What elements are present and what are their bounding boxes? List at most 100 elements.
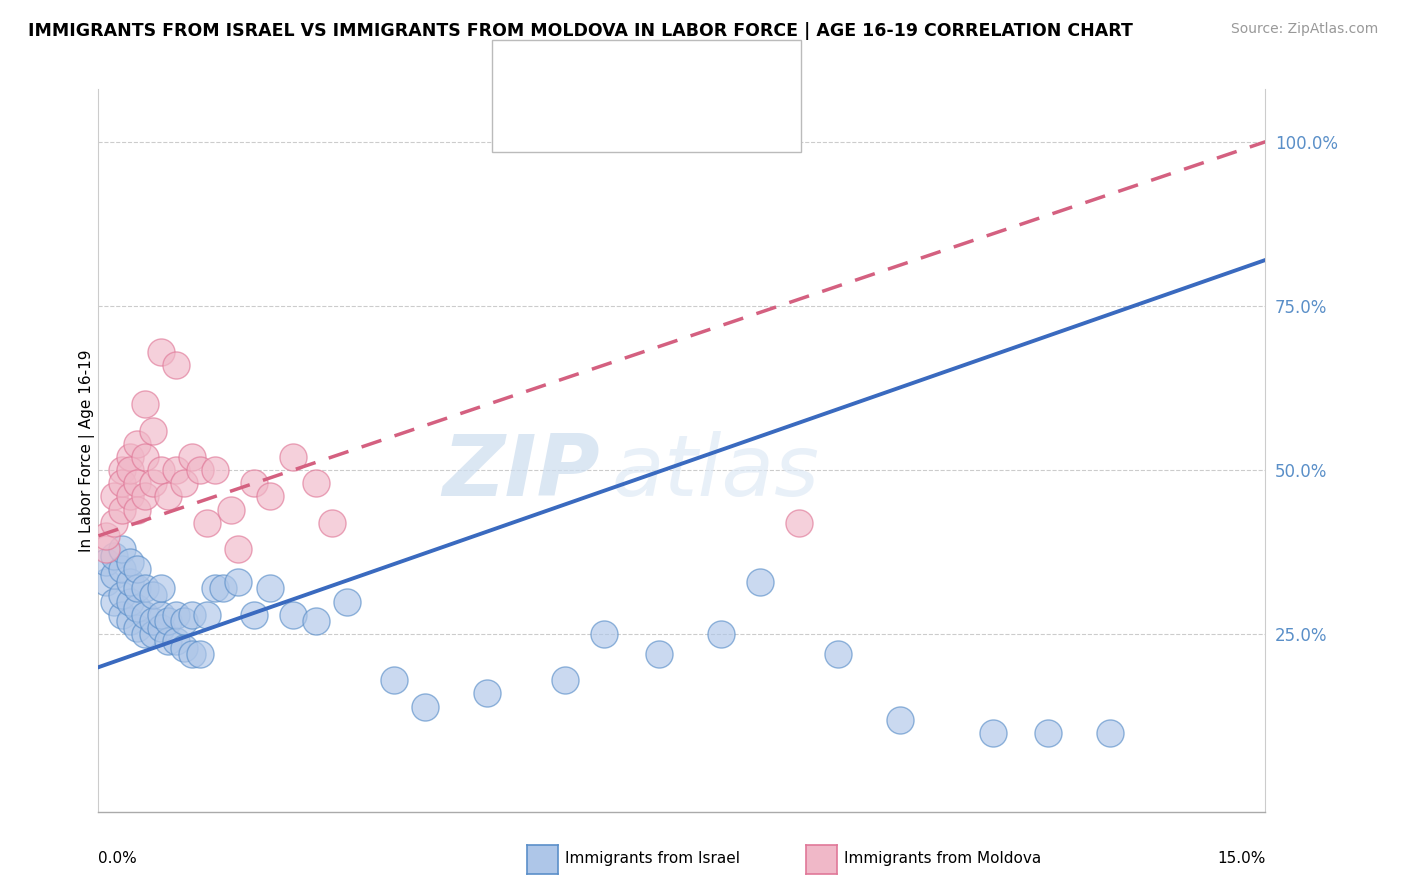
Point [180,607,202,622]
Point [127,582,149,596]
Point [165,634,187,648]
Text: R =: R = [550,63,585,78]
Point [165,607,187,622]
Point [413,699,436,714]
Text: 0.0%: 0.0% [98,852,138,866]
Text: 36: 36 [664,114,686,128]
Point [593,627,616,641]
Point [212,582,235,596]
Point [554,673,576,688]
Point [103,594,125,608]
Text: IMMIGRANTS FROM ISRAEL VS IMMIGRANTS FROM MOLDOVA IN LABOR FORCE | AGE 16-19 COR: IMMIGRANTS FROM ISRAEL VS IMMIGRANTS FRO… [28,22,1133,40]
Point [118,594,141,608]
Point [111,562,134,576]
Point [142,424,165,438]
Point [127,437,149,451]
Point [149,582,172,596]
Point [204,463,226,477]
Point [243,607,266,622]
Point [103,568,125,582]
Point [111,502,134,516]
Point [157,614,180,628]
Point [305,476,328,491]
Point [127,562,149,576]
Point [180,647,202,661]
Point [281,450,304,464]
Point [1098,726,1121,740]
Point [889,713,911,727]
Point [149,463,172,477]
Point [142,614,165,628]
Point [111,541,134,556]
Point [305,614,328,628]
Point [336,594,359,608]
Point [157,634,180,648]
Point [103,490,125,504]
Point [243,476,266,491]
Point [127,621,149,635]
Point [259,582,281,596]
Point [96,529,118,543]
Point [228,541,250,556]
Point [134,450,156,464]
Point [111,588,134,602]
Point [127,502,149,516]
Point [142,627,165,641]
Point [321,516,343,530]
Text: ZIP: ZIP [443,431,600,514]
Point [188,647,211,661]
Point [173,640,195,655]
Point [127,601,149,615]
Point [103,549,125,563]
Point [127,476,149,491]
Point [195,607,218,622]
Point [195,516,218,530]
Text: 0.403: 0.403 [579,114,630,128]
Point [118,450,141,464]
Point [134,582,156,596]
Point [96,555,118,569]
Text: N =: N = [634,114,671,128]
Point [111,463,134,477]
Point [134,490,156,504]
Point [281,607,304,622]
Point [149,621,172,635]
Text: N =: N = [634,63,671,78]
Point [118,463,141,477]
Point [111,476,134,491]
Point [219,502,242,516]
Point [118,555,141,569]
Point [142,588,165,602]
Text: 0.612: 0.612 [579,63,630,78]
Y-axis label: In Labor Force | Age 16-19: In Labor Force | Age 16-19 [79,349,96,552]
Point [180,450,202,464]
Point [134,607,156,622]
Text: 57: 57 [664,63,686,78]
Point [96,574,118,589]
Point [228,574,250,589]
Point [96,541,118,556]
Point [173,614,195,628]
Point [149,607,172,622]
Point [1036,726,1059,740]
Point [204,582,226,596]
Point [382,673,405,688]
Point [477,686,499,700]
Point [165,358,187,372]
Point [134,397,156,411]
Point [142,476,165,491]
Point [103,516,125,530]
Point [165,463,187,477]
Text: Source: ZipAtlas.com: Source: ZipAtlas.com [1230,22,1378,37]
Point [134,627,156,641]
Point [748,574,770,589]
Text: atlas: atlas [612,431,820,514]
Point [118,490,141,504]
Point [787,516,810,530]
Point [149,345,172,359]
Point [118,574,141,589]
Point [118,614,141,628]
Point [710,627,733,641]
Point [647,647,669,661]
Point [259,490,281,504]
